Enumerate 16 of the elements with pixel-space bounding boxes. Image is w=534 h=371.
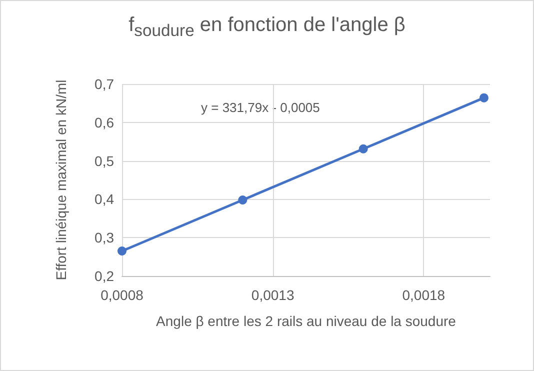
point: [118, 246, 126, 256]
point: [479, 93, 488, 102]
point: [358, 144, 368, 154]
y-tick-label: 0,4: [94, 191, 114, 208]
chart-title: f$_{soudure}$ en fonction de l'angle β: [128, 14, 406, 41]
x-axis-title: Angle β entre les 2 rails au niveau de la soudure: [156, 313, 456, 329]
y-tick-label: 0,7: [94, 76, 114, 92]
y-tick-label: 0,6: [94, 114, 114, 130]
x-tick-label: 0,0018: [402, 287, 446, 303]
x-tick-label: 0,0008: [100, 287, 144, 303]
y-axis-title: Effort linéique maximal en kN/ml: [53, 80, 69, 280]
y-tick-label: 0,3: [94, 230, 114, 246]
x-tick-label: 0,0013: [251, 287, 294, 303]
y-tick-label: 0,2: [94, 268, 114, 284]
y-tick-label: 0,5: [94, 152, 114, 169]
point: [238, 195, 248, 204]
